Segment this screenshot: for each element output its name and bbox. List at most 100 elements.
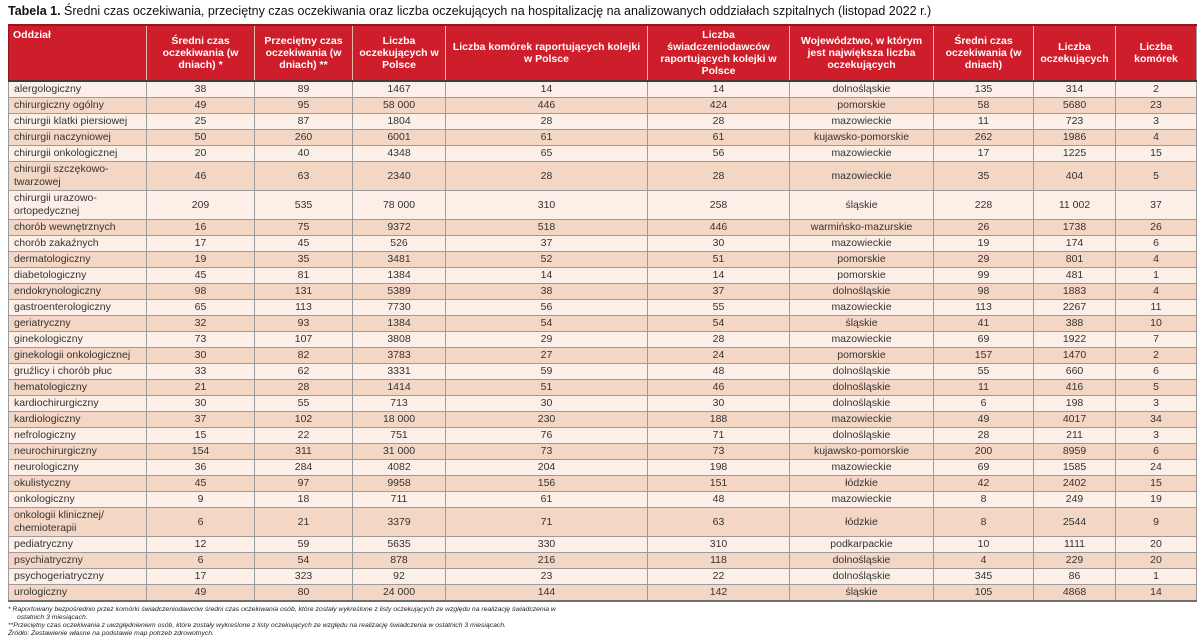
value-cell: 198 bbox=[647, 459, 790, 476]
value-cell: 19 bbox=[933, 235, 1034, 252]
value-cell: dolnośląskie bbox=[789, 363, 934, 380]
value-cell: 5 bbox=[1115, 161, 1197, 191]
value-cell: 55 bbox=[933, 363, 1034, 380]
value-cell: 25 bbox=[146, 113, 255, 130]
value-cell: 41 bbox=[933, 315, 1034, 332]
value-cell: 151 bbox=[647, 475, 790, 492]
value-cell: 51 bbox=[647, 251, 790, 268]
value-cell: 660 bbox=[1033, 363, 1116, 380]
value-cell: 86 bbox=[1033, 568, 1116, 585]
value-cell: 21 bbox=[146, 379, 255, 396]
value-cell: 258 bbox=[647, 190, 790, 220]
value-cell: 416 bbox=[1033, 379, 1116, 396]
value-cell: 7730 bbox=[352, 299, 446, 316]
value-cell: podkarpackie bbox=[789, 536, 934, 553]
value-cell: 14 bbox=[647, 267, 790, 284]
department-cell: pediatryczny bbox=[8, 536, 147, 553]
value-cell: 19 bbox=[1115, 491, 1197, 508]
value-cell: 98 bbox=[146, 283, 255, 300]
value-cell: 56 bbox=[647, 145, 790, 162]
table-row: neurologiczny 36 284 4082 204 198 mazowieckie 6… bbox=[8, 459, 1197, 476]
value-cell: 1384 bbox=[352, 315, 446, 332]
value-cell: 28 bbox=[445, 161, 648, 191]
value-cell: śląskie bbox=[789, 584, 934, 602]
value-cell: 723 bbox=[1033, 113, 1116, 130]
value-cell: 3 bbox=[1115, 395, 1197, 412]
table-row: chirurgii onkologicznej 20 40 4348 65 56 mazow… bbox=[8, 145, 1197, 162]
value-cell: 713 bbox=[352, 395, 446, 412]
value-cell: 61 bbox=[445, 491, 648, 508]
value-cell: 1883 bbox=[1033, 283, 1116, 300]
column-header-10: Liczba komórek bbox=[1115, 24, 1197, 82]
value-cell: 73 bbox=[445, 443, 648, 460]
value-cell: łódzkie bbox=[789, 475, 934, 492]
value-cell: 1986 bbox=[1033, 129, 1116, 146]
column-header-3: Przeciętny czas oczekiwania (w dniach) *… bbox=[254, 24, 353, 82]
value-cell: 6 bbox=[1115, 363, 1197, 380]
value-cell: śląskie bbox=[789, 315, 934, 332]
value-cell: 2 bbox=[1115, 80, 1197, 98]
value-cell: 801 bbox=[1033, 251, 1116, 268]
value-cell: 228 bbox=[933, 190, 1034, 220]
value-cell: 71 bbox=[647, 427, 790, 444]
value-cell: 2 bbox=[1115, 347, 1197, 364]
table-row: onkologii klinicznej/ chemioterapii 6 21 33… bbox=[8, 507, 1197, 537]
value-cell: 751 bbox=[352, 427, 446, 444]
value-cell: 73 bbox=[647, 443, 790, 460]
department-cell: urologiczny bbox=[8, 584, 147, 602]
value-cell: 6 bbox=[1115, 443, 1197, 460]
value-cell: 4 bbox=[1115, 251, 1197, 268]
value-cell: 6 bbox=[933, 395, 1034, 412]
value-cell: 10 bbox=[933, 536, 1034, 553]
value-cell: 23 bbox=[1115, 97, 1197, 114]
value-cell: 32 bbox=[146, 315, 255, 332]
value-cell: 37 bbox=[1115, 190, 1197, 220]
value-cell: 8959 bbox=[1033, 443, 1116, 460]
value-cell: 15 bbox=[1115, 475, 1197, 492]
value-cell: 28 bbox=[647, 161, 790, 191]
value-cell: pomorskie bbox=[789, 347, 934, 364]
department-cell: gruźlicy i chorób płuc bbox=[8, 363, 147, 380]
value-cell: mazowieckie bbox=[789, 299, 934, 316]
value-cell: 98 bbox=[933, 283, 1034, 300]
value-cell: 6 bbox=[146, 507, 255, 537]
value-cell: 446 bbox=[647, 219, 790, 236]
value-cell: 45 bbox=[146, 475, 255, 492]
value-cell: 21 bbox=[254, 507, 353, 537]
value-cell: 93 bbox=[254, 315, 353, 332]
value-cell: 24 bbox=[647, 347, 790, 364]
value-cell: 22 bbox=[254, 427, 353, 444]
table-row: ginekologiczny 73 107 3808 29 28 mazowieckie 69… bbox=[8, 331, 1197, 348]
department-cell: ginekologii onkologicznej bbox=[8, 347, 147, 364]
value-cell: 59 bbox=[254, 536, 353, 553]
value-cell: 81 bbox=[254, 267, 353, 284]
value-cell: 142 bbox=[647, 584, 790, 602]
value-cell: 102 bbox=[254, 411, 353, 428]
value-cell: 37 bbox=[647, 283, 790, 300]
value-cell: 73 bbox=[146, 331, 255, 348]
value-cell: 216 bbox=[445, 552, 648, 569]
value-cell: 118 bbox=[647, 552, 790, 569]
value-cell: 38 bbox=[146, 80, 255, 98]
value-cell: 69 bbox=[933, 331, 1034, 348]
value-cell: 6 bbox=[146, 552, 255, 569]
value-cell: 1 bbox=[1115, 568, 1197, 585]
value-cell: 61 bbox=[647, 129, 790, 146]
value-cell: 17 bbox=[146, 568, 255, 585]
value-cell: mazowieckie bbox=[789, 411, 934, 428]
value-cell: 11 bbox=[1115, 299, 1197, 316]
column-header-7: Województwo, w którym jest największa li… bbox=[789, 24, 934, 82]
value-cell: 4348 bbox=[352, 145, 446, 162]
value-cell: 4 bbox=[1115, 129, 1197, 146]
table-row: chorób zakaźnych 17 45 526 37 30 mazowieckie 19… bbox=[8, 235, 1197, 252]
value-cell: 29 bbox=[933, 251, 1034, 268]
value-cell: pomorskie bbox=[789, 251, 934, 268]
value-cell: 481 bbox=[1033, 267, 1116, 284]
value-cell: 76 bbox=[445, 427, 648, 444]
value-cell: 9958 bbox=[352, 475, 446, 492]
value-cell: dolnośląskie bbox=[789, 427, 934, 444]
value-cell: warmińsko-mazurskie bbox=[789, 219, 934, 236]
value-cell: 105 bbox=[933, 584, 1034, 602]
value-cell: 95 bbox=[254, 97, 353, 114]
value-cell: mazowieckie bbox=[789, 459, 934, 476]
